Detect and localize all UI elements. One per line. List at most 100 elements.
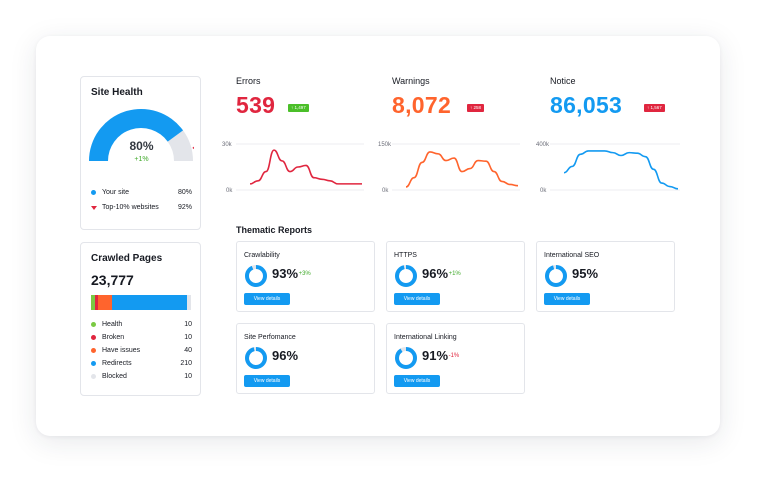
view-details-button[interactable]: View details (244, 375, 290, 387)
y-tick-top: 150k (378, 142, 392, 148)
top-websites-marker (192, 146, 194, 150)
metric-badge: ↑ 1,497 (288, 104, 309, 112)
progress-ring (245, 347, 267, 369)
warnings-metric[interactable]: Warnings 8,072 ↑ 258 150k 0k (378, 76, 532, 196)
thematic-card-pct: 96% (272, 348, 299, 363)
thematic-card-delta: -1% (448, 353, 460, 359)
legend-label: Top-10% websites (102, 204, 159, 211)
gauge-track (167, 130, 193, 161)
metric-value: 86,053 (550, 92, 623, 118)
thematic-card-site-perfomance[interactable]: Site Perfomance 96% View details (236, 323, 375, 394)
thematic-card-delta: +1% (448, 271, 461, 277)
metric-value: 8,072 (392, 92, 452, 118)
progress-ring (395, 347, 417, 369)
thematic-card-title: International SEO (544, 252, 600, 259)
metric-badge: ↑ 258 (467, 104, 485, 112)
progress-ring (395, 265, 417, 287)
errors-metric[interactable]: Errors 539 ↑ 1,497 30k 0k (222, 76, 376, 196)
metric-value: 539 (236, 92, 276, 118)
crawled-legend-row: Blocked 10 (91, 373, 192, 380)
legend-value: 10 (184, 321, 192, 328)
notice-sparkline: 400k 0k (536, 142, 680, 194)
thematic-card-international-seo[interactable]: International SEO 95% View details (536, 241, 675, 312)
view-details-button[interactable]: View details (244, 293, 290, 305)
thematic-card-pct: 93% (272, 266, 299, 281)
dot-icon (91, 361, 96, 366)
progress-ring-fill (395, 347, 417, 369)
site-health-panel[interactable]: Site Health 80% +1% Your site 80% Top-10… (80, 76, 201, 230)
crawled-pages-bar (91, 295, 191, 310)
crawled-pages-title: Crawled Pages (91, 253, 163, 264)
metric-label: Warnings (392, 76, 430, 86)
site-health-gauge (89, 109, 194, 161)
bar-segment-blocked (187, 295, 191, 310)
view-details-button[interactable]: View details (394, 375, 440, 387)
dot-icon (91, 335, 96, 340)
thematic-card-title: HTTPS (394, 252, 417, 259)
y-tick-bottom: 0k (226, 188, 233, 194)
thematic-card-title: Site Perfomance (244, 334, 296, 341)
warnings-sparkline: 150k 0k (378, 142, 520, 194)
legend-label: Your site (102, 189, 129, 196)
legend-value: 10 (184, 373, 192, 380)
thematic-card-title: Crawlability (244, 252, 280, 259)
progress-ring (245, 265, 267, 287)
dot-icon (91, 348, 96, 353)
thematic-card-pct: 95% (572, 266, 599, 281)
dot-icon (91, 322, 96, 327)
dot-icon (91, 374, 96, 379)
triangle-down-icon (91, 205, 97, 210)
y-tick-top: 400k (536, 142, 550, 148)
progress-ring-fill (245, 347, 267, 369)
site-health-value: 80% (129, 139, 154, 153)
metric-label: Notice (550, 76, 576, 86)
crawled-pages-panel[interactable]: Crawled Pages 23,777 Health 10 Broken 10… (80, 242, 201, 396)
legend-your-site: Your site 80% (91, 189, 192, 196)
y-tick-top: 30k (222, 142, 233, 148)
crawled-pages-total: 23,777 (91, 272, 134, 288)
crawled-legend-row: Redirects 210 (91, 360, 192, 367)
legend-label: Broken (102, 334, 125, 341)
site-health-title: Site Health (91, 87, 143, 98)
legend-value: 40 (184, 347, 192, 354)
progress-ring-fill (395, 265, 417, 287)
progress-ring (545, 265, 567, 287)
thematic-card-international-linking[interactable]: International Linking 91% -1% View detai… (386, 323, 525, 394)
bar-segment-health (91, 295, 95, 310)
crawled-legend-row: Broken 10 (91, 334, 192, 341)
legend-value: 92% (177, 204, 192, 211)
legend-label: Blocked (102, 373, 127, 380)
view-details-button[interactable]: View details (394, 293, 440, 305)
sparkline-path (405, 151, 519, 188)
legend-label: Health (102, 321, 123, 328)
metric-badge: ↑ 1,567 (644, 104, 665, 112)
gauge-fill (89, 109, 184, 161)
thematic-card-pct: 96% (422, 266, 449, 281)
y-tick-bottom: 0k (382, 188, 389, 194)
bar-segment-have-issues (98, 295, 113, 310)
sparkline-path (249, 149, 362, 185)
metric-label: Errors (236, 76, 261, 86)
thematic-card-title: International Linking (394, 334, 457, 341)
thematic-card-pct: 91% (422, 348, 449, 363)
thematic-card-delta: +3% (298, 271, 311, 277)
view-details-button[interactable]: View details (544, 293, 590, 305)
bar-segment-redirects (112, 295, 188, 310)
notice-metric[interactable]: Notice 86,053 ↑ 1,567 400k 0k (536, 76, 690, 196)
legend-value: 80% (177, 189, 192, 196)
thematic-card-crawlability[interactable]: Crawlability 93% +3% View details (236, 241, 375, 312)
progress-ring-fill (245, 265, 267, 287)
y-tick-bottom: 0k (540, 188, 547, 194)
dot-icon (91, 190, 96, 195)
legend-label: Have issues (102, 347, 141, 354)
legend-value: 10 (184, 334, 192, 341)
progress-ring-fill (545, 265, 567, 287)
bar-segment-broken (94, 295, 99, 310)
site-health-delta: +1% (134, 156, 149, 163)
crawled-legend-row: Have issues 40 (91, 347, 192, 354)
sparkline-path (563, 150, 679, 190)
thematic-card-https[interactable]: HTTPS 96% +1% View details (386, 241, 525, 312)
legend-label: Redirects (102, 360, 132, 367)
crawled-legend-row: Health 10 (91, 321, 192, 328)
